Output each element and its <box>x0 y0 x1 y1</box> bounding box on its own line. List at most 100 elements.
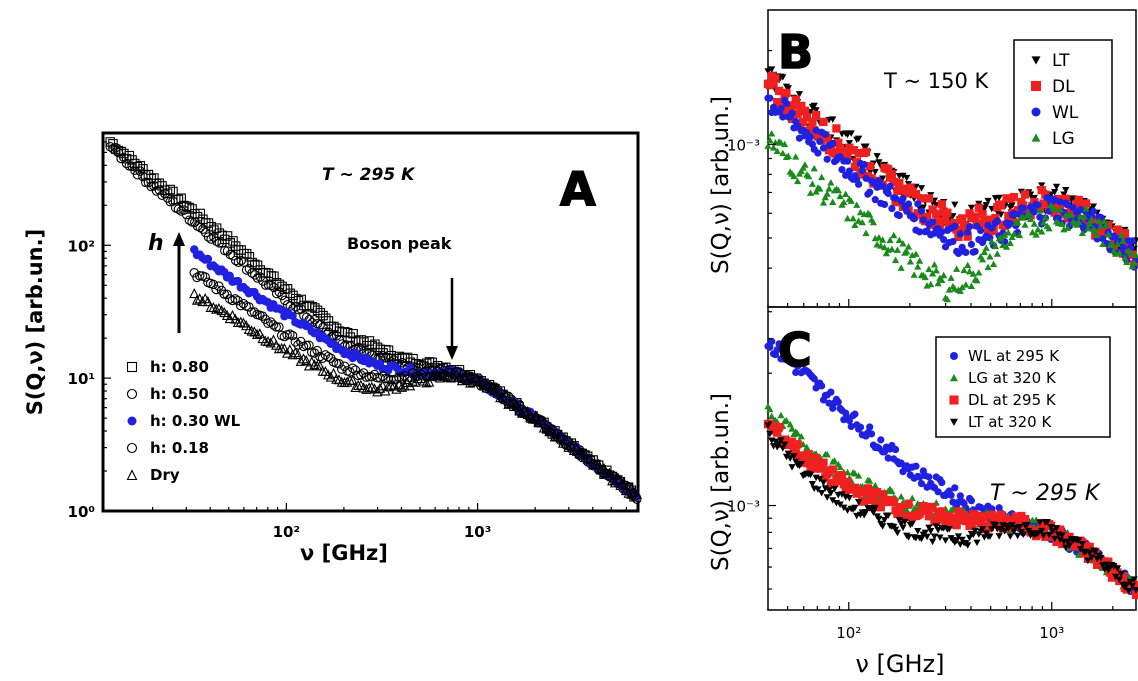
data-point <box>790 172 798 180</box>
data-point <box>1126 249 1135 256</box>
data-point <box>1132 587 1138 594</box>
data-point <box>228 251 238 261</box>
data-point <box>908 494 916 502</box>
data-point <box>598 462 610 474</box>
data-point <box>908 520 916 528</box>
data-point <box>1004 525 1013 532</box>
data-point <box>840 198 848 206</box>
data-point <box>241 248 252 259</box>
data-point <box>307 302 317 312</box>
data-point <box>819 144 828 152</box>
data-point <box>932 266 940 274</box>
data-point <box>321 313 331 324</box>
data-point <box>176 193 186 203</box>
data-point <box>1115 249 1123 256</box>
data-point <box>260 267 271 278</box>
panel-a-ticks: 10² 10³ 10⁰ 10¹ 10² <box>68 132 627 541</box>
data-point <box>888 487 896 495</box>
data-point <box>1128 582 1136 590</box>
data-point <box>211 223 222 233</box>
data-point <box>962 281 970 288</box>
data-point <box>851 470 859 477</box>
data-point <box>834 186 842 193</box>
data-point <box>843 157 852 165</box>
data-point <box>877 436 885 444</box>
data-point <box>888 245 896 253</box>
data-point <box>1119 237 1127 244</box>
data-point <box>1110 563 1118 570</box>
data-point <box>847 130 855 137</box>
data-point <box>1119 243 1127 251</box>
data-point <box>777 437 785 444</box>
data-point <box>1084 557 1092 565</box>
legend-marker <box>950 352 958 360</box>
data-point <box>903 506 911 514</box>
data-point <box>1099 240 1107 248</box>
data-point <box>1043 518 1051 526</box>
data-point <box>851 221 859 229</box>
data-point <box>1030 208 1038 216</box>
data-point <box>923 533 931 541</box>
data-point <box>149 173 159 183</box>
legend-label: DL at 295 K <box>968 391 1057 409</box>
data-point <box>914 527 922 535</box>
data-point <box>851 410 859 418</box>
data-point <box>896 502 906 512</box>
data-point <box>975 269 983 276</box>
data-point <box>1126 579 1135 586</box>
data-point <box>1102 561 1111 569</box>
data-point <box>315 319 326 330</box>
data-point <box>113 147 124 158</box>
data-point <box>910 271 918 278</box>
data-point <box>838 165 846 174</box>
data-point <box>1063 201 1072 209</box>
data-point <box>856 423 865 431</box>
data-point <box>197 295 208 307</box>
data-point <box>871 196 879 204</box>
panel-c-legend: WL at 295 K LG at 320 K DL at 295 K LT at 3… <box>949 347 1060 431</box>
data-point <box>1052 525 1061 532</box>
data-point <box>895 211 903 220</box>
panel-c-ticks: 10² 10³ 10⁻³ <box>727 311 1114 642</box>
y-tick-label: 10⁻³ <box>727 498 760 516</box>
data-point <box>829 497 837 504</box>
data-point <box>945 286 953 293</box>
data-point <box>851 504 859 512</box>
data-point <box>987 510 996 519</box>
data-point <box>1110 232 1118 240</box>
panel-c-temperature: T ~ 295 K <box>990 481 1101 506</box>
data-point <box>192 211 203 222</box>
data-point <box>495 388 505 398</box>
data-point <box>1038 228 1046 235</box>
data-point <box>793 177 802 185</box>
data-point <box>105 141 115 152</box>
data-point <box>836 501 844 508</box>
data-point <box>775 340 783 348</box>
data-point <box>836 463 844 471</box>
data-point <box>1062 544 1070 552</box>
panel-b-temperature: T ~ 150 K <box>883 69 990 93</box>
data-point <box>511 399 522 410</box>
data-point <box>830 485 839 493</box>
data-point <box>1051 196 1059 204</box>
data-point <box>889 497 898 507</box>
data-point <box>921 529 929 537</box>
data-point <box>246 307 257 317</box>
data-point <box>827 388 835 396</box>
data-point <box>1063 224 1072 231</box>
data-point <box>951 484 959 492</box>
data-point <box>934 527 942 534</box>
data-point <box>295 355 306 366</box>
data-point <box>1008 202 1016 209</box>
data-point <box>219 289 230 299</box>
data-point <box>378 350 388 361</box>
data-point <box>803 443 811 451</box>
data-point <box>203 232 214 242</box>
data-point <box>195 222 206 233</box>
data-point <box>954 533 963 540</box>
data-point <box>497 391 509 403</box>
data-point <box>408 353 418 364</box>
data-point <box>168 196 178 206</box>
data-point <box>1088 215 1096 223</box>
data-point <box>837 471 847 481</box>
